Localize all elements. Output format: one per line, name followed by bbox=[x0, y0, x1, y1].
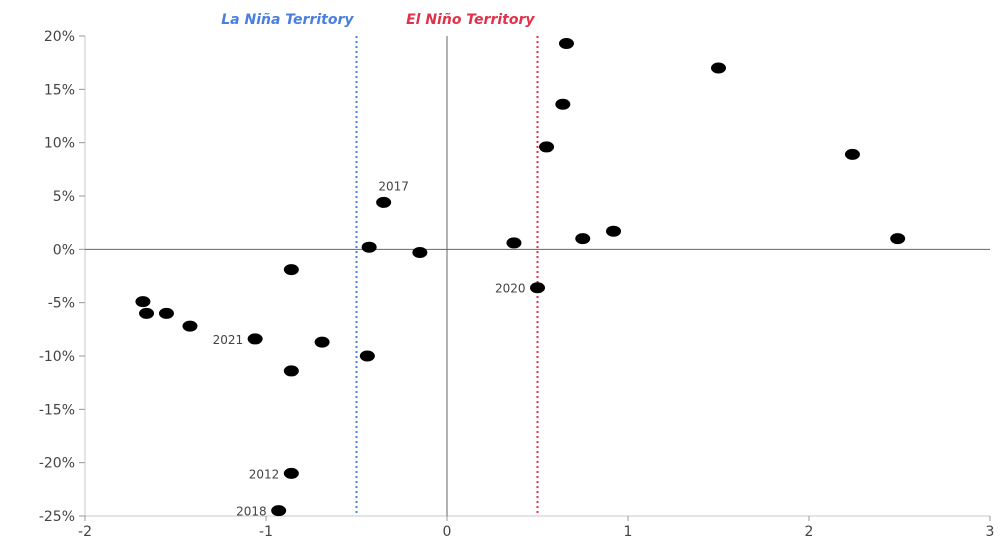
data-point bbox=[555, 98, 571, 110]
x-tick-label: -2 bbox=[78, 524, 92, 540]
ref-label-la-ni-a-territory: La Niña Territory bbox=[221, 12, 354, 28]
data-point bbox=[844, 148, 860, 160]
point-label-2020: 2020 bbox=[495, 282, 526, 296]
point-label-2017: 2017 bbox=[378, 179, 409, 193]
data-point bbox=[314, 336, 330, 348]
data-points bbox=[135, 37, 906, 517]
x-tick-label: 1 bbox=[624, 524, 633, 540]
y-tick-label: 5% bbox=[53, 189, 75, 205]
x-axis-ticks: -2 -1 0 1 2 3 bbox=[78, 516, 994, 540]
data-point-2018 bbox=[271, 505, 287, 517]
data-point bbox=[359, 350, 375, 362]
y-tick-label: -25% bbox=[39, 509, 75, 525]
data-point-2021 bbox=[247, 333, 263, 345]
y-tick-label: 10% bbox=[44, 136, 75, 152]
point-label-2021: 2021 bbox=[213, 333, 244, 347]
x-tick-label: 2 bbox=[805, 524, 814, 540]
point-label-2018: 2018 bbox=[236, 505, 267, 519]
y-tick-label: 20% bbox=[44, 29, 75, 45]
y-tick-label: -15% bbox=[39, 402, 75, 418]
data-point-2017 bbox=[376, 196, 392, 208]
data-point bbox=[135, 296, 151, 308]
y-tick-label: 15% bbox=[44, 82, 75, 98]
data-point bbox=[361, 241, 377, 253]
data-point bbox=[575, 233, 591, 245]
y-axis-ticks: 20% 15% 10% 5% 0% -5% -10% -15% -20% -25% bbox=[39, 29, 85, 525]
x-tick-label: 3 bbox=[986, 524, 995, 540]
data-point bbox=[539, 141, 555, 153]
y-tick-label: -10% bbox=[39, 349, 75, 365]
data-point bbox=[506, 237, 522, 249]
x-tick-label: -1 bbox=[259, 524, 273, 540]
ref-label-el-ni-o-territory: El Niño Territory bbox=[406, 12, 535, 28]
data-point bbox=[606, 225, 622, 237]
y-tick-label: -5% bbox=[48, 296, 75, 312]
data-point bbox=[158, 307, 174, 319]
x-tick-label: 0 bbox=[443, 524, 452, 540]
data-point-2012 bbox=[283, 467, 299, 479]
data-point bbox=[412, 247, 428, 259]
data-point bbox=[283, 264, 299, 276]
data-point bbox=[711, 62, 726, 74]
point-label-2012: 2012 bbox=[249, 467, 280, 481]
data-point-2020 bbox=[530, 282, 545, 294]
data-point bbox=[182, 320, 198, 332]
data-point bbox=[558, 37, 574, 49]
data-point bbox=[283, 365, 299, 377]
reference-lines: La Niña Territory El Niño Territory bbox=[221, 12, 539, 516]
data-point bbox=[139, 307, 155, 319]
y-tick-label: 0% bbox=[53, 242, 75, 258]
data-point bbox=[890, 233, 906, 245]
point-labels: 2020 2017 2021 2012 2018 bbox=[213, 179, 526, 518]
y-tick-label: -20% bbox=[39, 456, 75, 472]
